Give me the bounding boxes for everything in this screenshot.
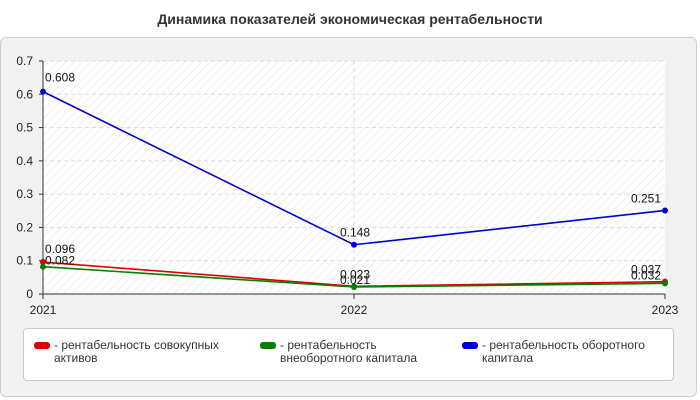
data-label: 0.608 bbox=[45, 71, 75, 85]
y-tick-label: 0.3 bbox=[16, 187, 33, 201]
data-label: 0.032 bbox=[631, 268, 661, 282]
data-point bbox=[40, 88, 46, 95]
chart-title: Динамика показателей экономическая рента… bbox=[157, 11, 543, 27]
data-label: 0.082 bbox=[45, 254, 75, 268]
data-point bbox=[662, 207, 668, 214]
legend-swatch-noncurrent-capital bbox=[260, 342, 276, 349]
y-tick-label: 0 bbox=[26, 287, 33, 301]
legend-label: - рентабельность оборотного капитала bbox=[482, 338, 645, 365]
data-label: 0.037 bbox=[631, 263, 661, 277]
y-tick-label: 0.6 bbox=[16, 87, 33, 101]
data-label: 0.096 bbox=[45, 242, 75, 256]
legend-swatch-working-capital bbox=[462, 342, 478, 349]
x-tick-label: 2022 bbox=[341, 303, 368, 317]
legend: - рентабельность совокупных активов - ре… bbox=[23, 328, 674, 381]
y-tick-label: 0.7 bbox=[16, 54, 33, 68]
data-point bbox=[40, 263, 46, 270]
data-point bbox=[40, 259, 46, 266]
legend-swatch-total-assets bbox=[34, 342, 50, 349]
legend-item-noncurrent-capital: - рентабельность внеоборотного капитала bbox=[260, 339, 460, 365]
y-tick-label: 0.1 bbox=[16, 254, 33, 268]
data-point bbox=[662, 280, 668, 287]
data-point bbox=[351, 284, 357, 291]
data-label: 0.148 bbox=[340, 226, 370, 240]
legend-label: - рентабельность совокупных активов bbox=[54, 338, 219, 365]
legend-label: - рентабельность внеоборотного капитала bbox=[280, 338, 417, 365]
data-label: 0.251 bbox=[631, 191, 661, 205]
y-tick-label: 0.5 bbox=[16, 121, 33, 135]
data-label: 0.021 bbox=[340, 273, 370, 287]
legend-item-total-assets: - рентабельность совокупных активов bbox=[34, 339, 234, 365]
data-point bbox=[351, 241, 357, 248]
x-tick-label: 2023 bbox=[652, 303, 679, 317]
data-label: 0.023 bbox=[340, 267, 370, 281]
y-tick-label: 0.4 bbox=[16, 154, 33, 168]
x-tick-label: 2021 bbox=[30, 303, 57, 317]
legend-item-working-capital: - рентабельность оборотного капитала bbox=[462, 339, 662, 365]
y-tick-label: 0.2 bbox=[16, 220, 33, 234]
